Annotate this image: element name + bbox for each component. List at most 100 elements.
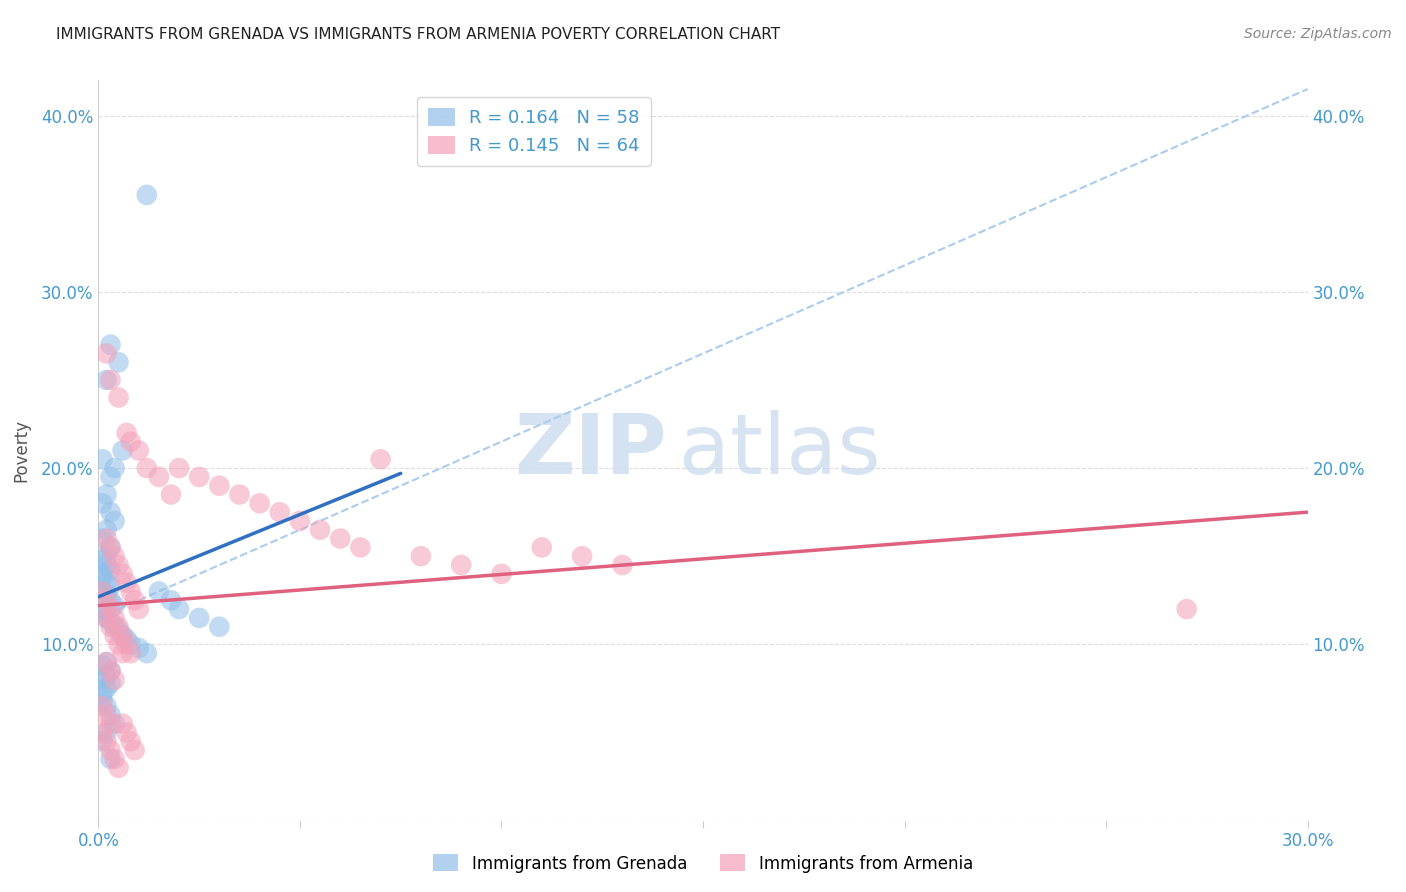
Point	[96, 707, 118, 722]
Point	[100, 743, 122, 757]
Point	[370, 452, 392, 467]
Point	[100, 373, 122, 387]
Point	[103, 599, 125, 613]
Point	[91, 532, 114, 546]
Point	[96, 373, 118, 387]
Point	[100, 470, 122, 484]
Point	[96, 487, 118, 501]
Point	[91, 496, 114, 510]
Point	[409, 549, 432, 564]
Point	[96, 734, 118, 748]
Point	[111, 566, 134, 581]
Point	[188, 611, 211, 625]
Point	[115, 575, 138, 590]
Point	[91, 584, 114, 599]
Point	[100, 664, 122, 678]
Point	[107, 624, 129, 638]
Point	[107, 620, 129, 634]
Point	[91, 673, 114, 687]
Point	[91, 553, 114, 567]
Point	[100, 620, 122, 634]
Point	[103, 752, 125, 766]
Point	[103, 611, 125, 625]
Point	[100, 593, 122, 607]
Point	[100, 707, 122, 722]
Point	[96, 669, 118, 683]
Point	[111, 646, 134, 660]
Point	[103, 461, 125, 475]
Point	[100, 615, 122, 629]
Point	[120, 637, 142, 651]
Y-axis label: Poverty: Poverty	[11, 419, 30, 482]
Point	[96, 558, 118, 572]
Point	[111, 716, 134, 731]
Point	[120, 584, 142, 599]
Point	[249, 496, 271, 510]
Point	[148, 584, 170, 599]
Point	[208, 479, 231, 493]
Point	[160, 593, 183, 607]
Point	[91, 570, 114, 584]
Point	[91, 452, 114, 467]
Point	[530, 541, 553, 555]
Point	[107, 761, 129, 775]
Point	[450, 558, 472, 572]
Point	[188, 470, 211, 484]
Point	[91, 687, 114, 701]
Point	[329, 532, 352, 546]
Point	[96, 611, 118, 625]
Point	[100, 579, 122, 593]
Point	[96, 699, 118, 714]
Point	[103, 514, 125, 528]
Point	[167, 602, 190, 616]
Point	[91, 725, 114, 739]
Legend: Immigrants from Grenada, Immigrants from Armenia: Immigrants from Grenada, Immigrants from…	[426, 847, 980, 880]
Point	[120, 434, 142, 449]
Point	[103, 628, 125, 642]
Point	[100, 563, 122, 577]
Point	[115, 637, 138, 651]
Legend: R = 0.164   N = 58, R = 0.145   N = 64: R = 0.164 N = 58, R = 0.145 N = 64	[416, 96, 651, 166]
Point	[124, 743, 146, 757]
Point	[100, 337, 122, 351]
Point	[96, 532, 118, 546]
Point	[103, 673, 125, 687]
Point	[120, 734, 142, 748]
Point	[107, 355, 129, 369]
Point	[91, 658, 114, 673]
Point	[115, 725, 138, 739]
Point	[103, 549, 125, 564]
Point	[288, 514, 311, 528]
Point	[107, 558, 129, 572]
Point	[128, 443, 150, 458]
Point	[135, 461, 157, 475]
Point	[96, 725, 118, 739]
Point	[128, 640, 150, 655]
Point	[349, 541, 371, 555]
Text: atlas: atlas	[679, 410, 880, 491]
Point	[100, 505, 122, 519]
Point	[107, 637, 129, 651]
Point	[120, 646, 142, 660]
Point	[91, 566, 114, 581]
Point	[111, 443, 134, 458]
Point	[107, 391, 129, 405]
Point	[115, 632, 138, 646]
Point	[96, 611, 118, 625]
Point	[96, 602, 118, 616]
Point	[1175, 602, 1198, 616]
Point	[91, 694, 114, 708]
Point	[103, 620, 125, 634]
Point	[96, 346, 118, 360]
Point	[96, 655, 118, 669]
Point	[148, 470, 170, 484]
Point	[309, 523, 332, 537]
Point	[100, 541, 122, 555]
Point	[96, 523, 118, 537]
Point	[228, 487, 250, 501]
Point	[96, 655, 118, 669]
Point	[91, 734, 114, 748]
Point	[135, 187, 157, 202]
Point	[115, 425, 138, 440]
Point	[612, 558, 634, 572]
